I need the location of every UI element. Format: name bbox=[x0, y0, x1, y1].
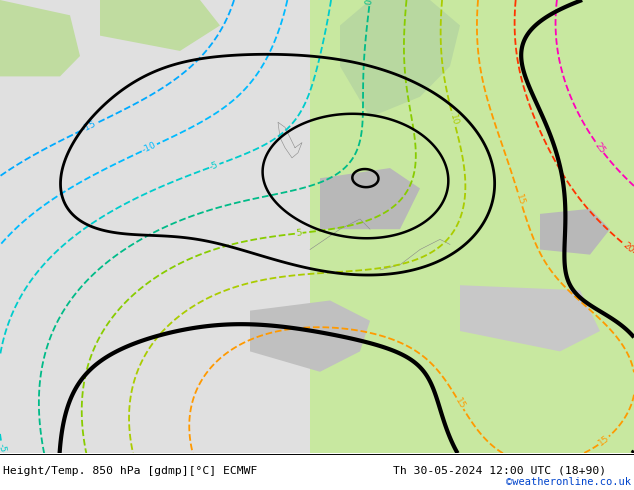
Text: 15: 15 bbox=[453, 396, 467, 411]
Text: -5: -5 bbox=[0, 442, 8, 453]
Polygon shape bbox=[0, 0, 80, 76]
Text: 0: 0 bbox=[365, 0, 375, 6]
Polygon shape bbox=[320, 168, 420, 229]
Polygon shape bbox=[0, 0, 310, 453]
Text: 15: 15 bbox=[597, 434, 611, 448]
Text: ©weatheronline.co.uk: ©weatheronline.co.uk bbox=[506, 477, 631, 487]
Text: -15: -15 bbox=[81, 120, 98, 134]
Text: 25: 25 bbox=[593, 141, 607, 155]
Text: 10: 10 bbox=[448, 114, 460, 127]
Polygon shape bbox=[310, 0, 634, 453]
Polygon shape bbox=[250, 300, 370, 372]
Text: -5: -5 bbox=[209, 160, 220, 172]
Text: 15: 15 bbox=[514, 193, 526, 207]
Polygon shape bbox=[100, 0, 220, 51]
Text: 20: 20 bbox=[621, 241, 634, 255]
Text: Th 30-05-2024 12:00 UTC (18+90): Th 30-05-2024 12:00 UTC (18+90) bbox=[393, 466, 606, 476]
Text: Height/Temp. 850 hPa [gdmp][°C] ECMWF: Height/Temp. 850 hPa [gdmp][°C] ECMWF bbox=[3, 466, 257, 476]
Text: 5: 5 bbox=[295, 228, 302, 238]
Polygon shape bbox=[540, 209, 610, 255]
Polygon shape bbox=[340, 0, 460, 117]
Polygon shape bbox=[460, 285, 600, 351]
Text: -10: -10 bbox=[141, 141, 158, 155]
